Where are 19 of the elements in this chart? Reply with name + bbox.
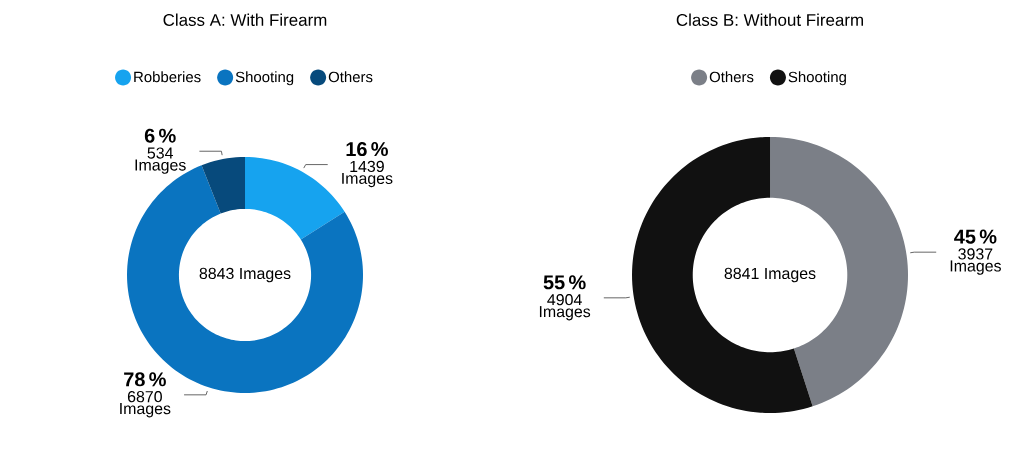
data-label: 45 %	[954, 229, 997, 244]
legend-label: Shooting	[788, 71, 846, 86]
data-label: 55 %	[543, 275, 586, 290]
text: 534 Images	[135, 147, 186, 174]
data-label: 6 %	[144, 128, 176, 143]
text: 4904 Images	[539, 293, 591, 321]
text: 1439 Images	[342, 160, 393, 188]
text: 3937 Images	[950, 248, 1001, 275]
text: 8841 Images	[724, 267, 816, 283]
chart-title: Class A: With Firearm	[163, 13, 327, 26]
legend-label: Robberies	[134, 71, 201, 83]
text: 6870 Images	[120, 391, 171, 418]
legend-label: Others	[328, 71, 373, 83]
text: 8843 Images	[199, 267, 291, 283]
legend-label: Others	[709, 71, 754, 83]
legend-label: Shooting	[235, 71, 294, 86]
chart-title: Class B: Without Firearm	[676, 13, 863, 26]
data-label: 78 %	[124, 372, 166, 387]
data-label: 16 %	[346, 142, 388, 157]
